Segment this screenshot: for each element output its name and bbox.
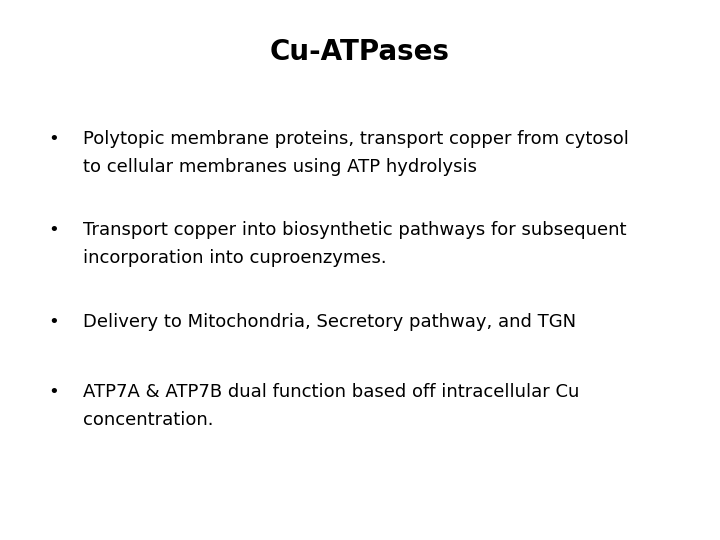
- Text: Transport copper into biosynthetic pathways for subsequent: Transport copper into biosynthetic pathw…: [83, 221, 626, 239]
- Text: ATP7A & ATP7B dual function based off intracellular Cu: ATP7A & ATP7B dual function based off in…: [83, 383, 579, 401]
- Text: •: •: [49, 313, 59, 331]
- Text: incorporation into cuproenzymes.: incorporation into cuproenzymes.: [83, 249, 387, 267]
- Text: •: •: [49, 130, 59, 147]
- Text: Cu-ATPases: Cu-ATPases: [270, 38, 450, 66]
- Text: to cellular membranes using ATP hydrolysis: to cellular membranes using ATP hydrolys…: [83, 158, 477, 176]
- Text: Delivery to Mitochondria, Secretory pathway, and TGN: Delivery to Mitochondria, Secretory path…: [83, 313, 576, 331]
- Text: •: •: [49, 221, 59, 239]
- Text: •: •: [49, 383, 59, 401]
- Text: concentration.: concentration.: [83, 411, 213, 429]
- Text: Polytopic membrane proteins, transport copper from cytosol: Polytopic membrane proteins, transport c…: [83, 130, 629, 147]
